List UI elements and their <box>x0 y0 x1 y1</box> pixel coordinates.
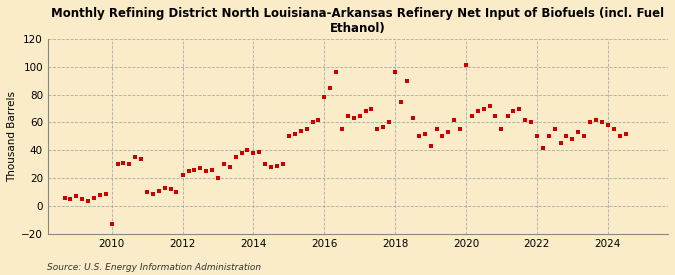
Point <box>460 63 471 68</box>
Point <box>578 134 589 139</box>
Point <box>230 155 241 160</box>
Point <box>567 137 578 141</box>
Point <box>556 141 566 145</box>
Point <box>337 127 348 132</box>
Title: Monthly Refining District North Louisiana-Arkansas Refinery Net Input of Biofuel: Monthly Refining District North Louisian… <box>51 7 664 35</box>
Point <box>224 165 235 169</box>
Point <box>479 106 489 111</box>
Point <box>118 161 129 165</box>
Point <box>307 120 318 125</box>
Point <box>514 106 524 111</box>
Y-axis label: Thousand Barrels: Thousand Barrels <box>7 91 17 182</box>
Point <box>213 176 223 180</box>
Point <box>106 222 117 226</box>
Point <box>171 190 182 194</box>
Point <box>260 162 271 166</box>
Point <box>378 125 389 129</box>
Point <box>485 104 495 108</box>
Point <box>343 113 354 118</box>
Point <box>82 198 93 203</box>
Point <box>620 131 631 136</box>
Point <box>219 162 230 166</box>
Point <box>431 127 442 132</box>
Point <box>142 190 153 194</box>
Point <box>496 127 507 132</box>
Point <box>301 127 312 132</box>
Point <box>177 173 188 178</box>
Point <box>508 109 518 114</box>
Text: Source: U.S. Energy Information Administration: Source: U.S. Energy Information Administ… <box>47 263 261 272</box>
Point <box>236 151 247 155</box>
Point <box>549 127 560 132</box>
Point <box>602 123 613 128</box>
Point <box>71 194 82 199</box>
Point <box>254 150 265 154</box>
Point <box>585 120 595 125</box>
Point <box>348 116 359 120</box>
Point <box>313 117 323 122</box>
Point <box>207 168 217 172</box>
Point <box>290 131 300 136</box>
Point <box>531 134 542 139</box>
Point <box>354 113 365 118</box>
Point <box>183 169 194 174</box>
Point <box>437 134 448 139</box>
Point <box>472 109 483 114</box>
Point <box>608 127 619 132</box>
Point <box>277 162 288 166</box>
Point <box>272 163 283 168</box>
Point <box>148 191 159 196</box>
Point <box>520 117 531 122</box>
Point <box>65 197 76 201</box>
Point <box>396 99 406 104</box>
Point <box>136 156 146 161</box>
Point <box>502 113 513 118</box>
Point <box>449 117 460 122</box>
Point <box>372 127 383 132</box>
Point <box>614 134 625 139</box>
Point <box>360 109 371 114</box>
Point <box>242 148 252 153</box>
Point <box>266 165 277 169</box>
Point <box>319 95 329 100</box>
Point <box>159 186 170 190</box>
Point <box>284 134 294 139</box>
Point <box>408 116 418 120</box>
Point <box>100 191 111 196</box>
Point <box>597 120 608 125</box>
Point <box>419 131 430 136</box>
Point <box>130 155 141 160</box>
Point <box>88 196 99 200</box>
Point <box>77 197 88 201</box>
Point <box>189 168 200 172</box>
Point <box>195 166 206 171</box>
Point <box>543 134 554 139</box>
Point <box>490 113 501 118</box>
Point <box>153 189 164 193</box>
Point <box>95 193 105 197</box>
Point <box>591 117 601 122</box>
Point <box>366 106 377 111</box>
Point <box>455 127 466 132</box>
Point <box>443 130 454 134</box>
Point <box>425 144 436 148</box>
Point <box>414 134 425 139</box>
Point <box>537 145 548 150</box>
Point <box>248 151 259 155</box>
Point <box>325 86 335 90</box>
Point <box>526 120 537 125</box>
Point <box>402 78 412 83</box>
Point <box>466 113 477 118</box>
Point <box>165 187 176 192</box>
Point <box>124 162 135 166</box>
Point <box>201 169 212 174</box>
Point <box>384 120 395 125</box>
Point <box>561 134 572 139</box>
Point <box>331 70 342 75</box>
Point <box>295 129 306 133</box>
Point <box>573 130 584 134</box>
Point <box>112 162 123 166</box>
Point <box>389 70 400 75</box>
Point <box>59 196 70 200</box>
